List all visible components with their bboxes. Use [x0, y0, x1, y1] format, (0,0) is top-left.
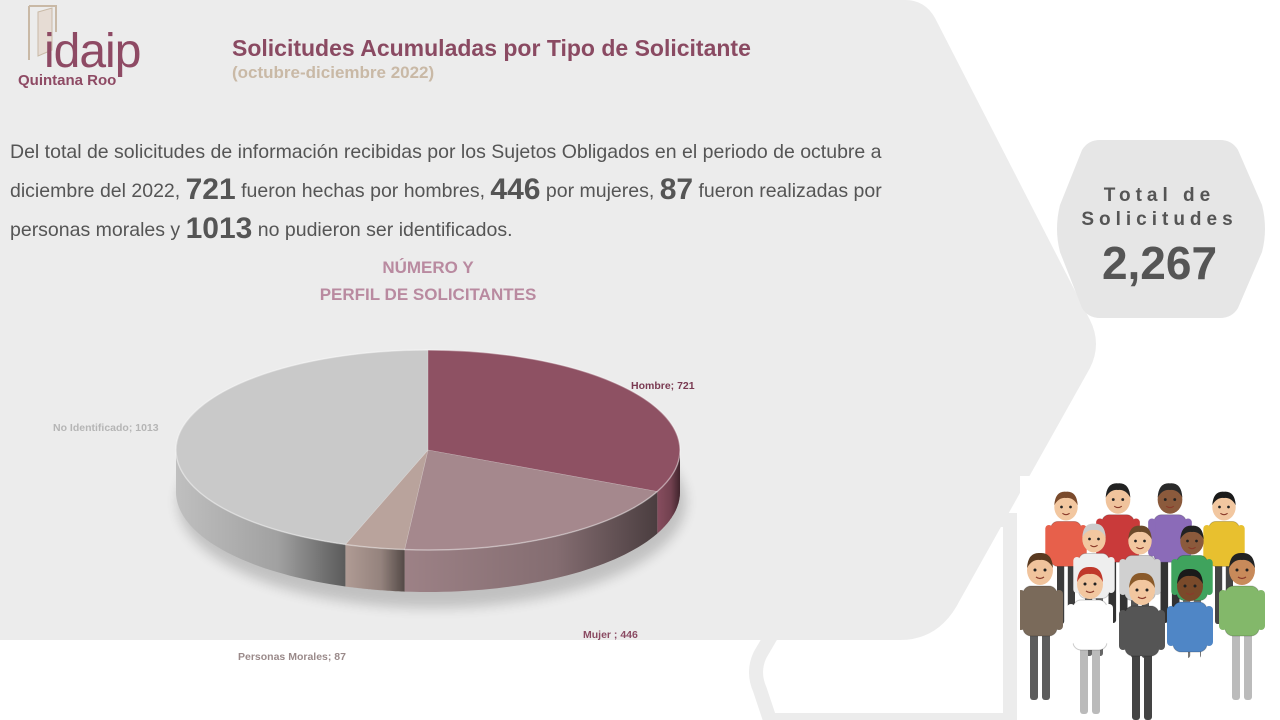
- pie-data-label: No Identificado; 1013: [53, 422, 159, 434]
- background-small-hexagon: [1057, 140, 1265, 318]
- pie-slice-mujer: [404, 449, 658, 551]
- total-value: 2,267: [1101, 237, 1218, 289]
- total-label: Solicitudes: [1081, 209, 1238, 230]
- summary-text: por mujeres,: [545, 180, 655, 202]
- chart-title-line: PERFIL DE SOLICITANTES: [319, 285, 537, 304]
- pie-side-mujer-shade: [404, 491, 658, 592]
- summary-paragraph: Del total de solicitudes de información …: [10, 134, 945, 249]
- pie-slice-no: [175, 349, 429, 545]
- logo-subtext: Quintana Roo: [18, 72, 117, 89]
- pie-side-hombre-shade: [657, 450, 680, 534]
- people-group-icon: [1020, 476, 1280, 720]
- total-label: Total de: [1103, 185, 1216, 206]
- count-no-identificado: 1013: [185, 212, 253, 245]
- pie-rim: [175, 349, 681, 551]
- summary-text: no pudieron ser identificados.: [257, 219, 513, 241]
- pie-chart: Hombre; 721 Mujer ; 446 Personas Morales; …: [53, 349, 695, 663]
- person-figure: [1167, 568, 1213, 716]
- pie-data-label: Hombre; 721: [631, 380, 695, 392]
- pie-slice-hombre: [427, 349, 681, 492]
- pie-data-label: Personas Morales; 87: [238, 651, 346, 663]
- summary-text: fueron hechas por hombres,: [241, 180, 485, 202]
- person-figure: [1219, 552, 1265, 700]
- count-morales: 87: [659, 173, 694, 206]
- page-subtitle: (octubre-diciembre 2022): [232, 63, 435, 82]
- door-logo-icon: [28, 5, 57, 60]
- count-hombres: 721: [185, 173, 236, 206]
- chart-title: NÚMERO Y PERFIL DE SOLICITANTES: [258, 254, 598, 308]
- count-mujeres: 446: [490, 173, 541, 206]
- pie-side-personas-shade: [345, 544, 405, 592]
- chart-title-line: NÚMERO Y: [382, 258, 474, 277]
- background-outline-hexagon: [749, 513, 1017, 720]
- summary-text: fueron realizadas por personas morales y: [10, 180, 882, 241]
- pie-data-label: Mujer ; 446: [583, 629, 638, 641]
- summary-text: Del total de solicitudes de información …: [10, 141, 882, 202]
- idaip-logo: idaip Quintana Roo: [16, 4, 146, 90]
- total-solicitudes-box: Total de Solicitudes 2,267: [1062, 184, 1257, 292]
- person-figure: [1020, 552, 1063, 700]
- person-figure: [1119, 572, 1165, 720]
- pie-side-no-shade: [176, 450, 346, 587]
- logo-wordmark: idaip: [44, 25, 141, 78]
- page-title: Solicitudes Acumuladas por Tipo de Solic…: [232, 35, 751, 61]
- pie-slice-personas: [344, 449, 429, 550]
- person-figure: [1067, 566, 1113, 714]
